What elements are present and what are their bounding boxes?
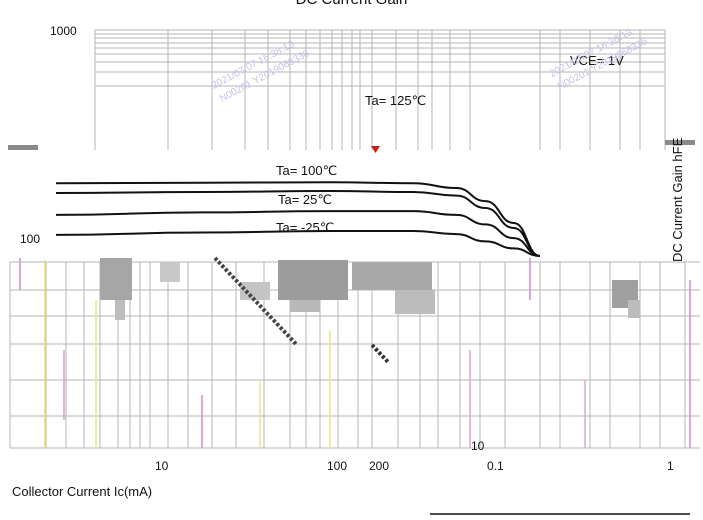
series-line-3 [55, 229, 541, 257]
series-label-25: Ta= 25℃ [278, 192, 332, 207]
overlay-tick-1: 1 [667, 459, 674, 473]
condition-label: VCE= 1V [570, 53, 624, 68]
overlay-tick-10: 10 [471, 439, 485, 453]
artifact-block-8 [240, 282, 270, 300]
artifact-block-4 [352, 262, 432, 290]
artifact-block-0 [100, 258, 132, 300]
artifact-block-5 [395, 290, 435, 314]
series-line-1 [55, 189, 541, 257]
series-line-2 [55, 210, 541, 257]
chart-title: DC Current Gain [0, 0, 703, 8]
axis-bar-left [8, 145, 38, 150]
artifact-block-3 [290, 300, 320, 312]
y-axis-label: DC Current Gain hFE [670, 137, 685, 262]
x-tick-label-200: 200 [369, 459, 390, 473]
artifact-block-2 [278, 260, 348, 300]
x-axis-label: Collector Current Ic(mA) [12, 484, 153, 499]
grid-lines [8, 29, 700, 449]
x-tick-label-100: 100 [327, 459, 348, 473]
series-label-125: Ta= 125℃ [365, 93, 427, 108]
x-tick-label-10: 10 [155, 459, 169, 473]
artifact-block-9 [160, 262, 180, 282]
marker-triangle [371, 146, 380, 153]
series-line-0 [55, 181, 541, 257]
overlay-tick-0-1: 0.1 [487, 459, 504, 473]
y-tick-label-1000: 1000 [50, 24, 77, 38]
artifact-block-7 [628, 300, 640, 318]
artifact-streak-2 [370, 343, 390, 364]
series-label-100: Ta= 100℃ [276, 163, 338, 178]
series-lines [55, 146, 541, 257]
y-tick-label-100: 100 [20, 232, 41, 246]
series-label-neg25: Ta= -25℃ [276, 220, 335, 235]
axis-bar-right [665, 140, 695, 145]
artifact-block-1 [115, 300, 125, 320]
scan-artifacts [19, 256, 691, 515]
